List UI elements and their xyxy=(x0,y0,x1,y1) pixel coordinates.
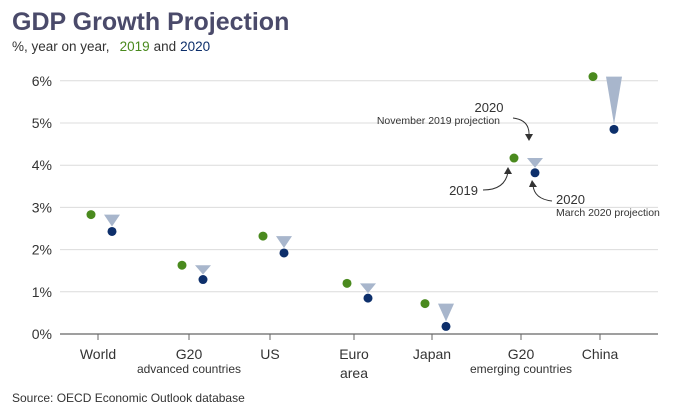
point-2020 xyxy=(609,124,619,134)
projection-change-wedge xyxy=(527,158,543,168)
annotation-top-label: 2020 xyxy=(475,100,504,115)
x-category-sublabel: emerging countries xyxy=(470,362,572,376)
y-tick-label: 0% xyxy=(32,326,52,342)
x-category-label: US xyxy=(260,346,279,362)
projection-change-wedge xyxy=(104,214,120,227)
subtitle-joiner: and xyxy=(154,39,177,54)
projection-change-wedge xyxy=(195,265,211,275)
x-category-label: G20 xyxy=(508,346,535,362)
x-category-label: G20 xyxy=(176,346,203,362)
projection-change-wedge xyxy=(606,76,622,125)
point-2019 xyxy=(588,72,598,82)
point-2020 xyxy=(363,293,373,303)
annotation-top-arrow xyxy=(512,117,530,137)
y-tick-label: 6% xyxy=(32,73,52,89)
chart-title: GDP Growth Projection xyxy=(12,8,289,36)
annotation-left-arrowhead xyxy=(504,167,512,174)
point-2020 xyxy=(530,168,540,178)
projection-change-wedge xyxy=(360,283,376,294)
annotation-left-label: 2019 xyxy=(449,183,478,198)
y-tick-label: 4% xyxy=(32,157,52,173)
annotation-right-arrow xyxy=(532,184,553,202)
projection-change-wedge xyxy=(438,303,454,322)
y-axis-ticks: 0% 1% 2% 3% 4% 5% 6% xyxy=(32,73,52,342)
annotation-right-label: 2020 xyxy=(556,192,585,207)
x-category-sublabel: area xyxy=(340,365,368,381)
point-2019 xyxy=(177,260,187,270)
grid-lines xyxy=(60,80,658,335)
point-2019 xyxy=(509,153,519,163)
point-2020 xyxy=(107,226,117,236)
point-2020 xyxy=(279,248,289,258)
annotations: 2020 November 2019 projection 2019 2020 … xyxy=(377,100,660,219)
point-2019 xyxy=(420,299,430,309)
subtitle-prefix: %, year on year, xyxy=(12,39,110,54)
point-2019 xyxy=(86,210,96,220)
y-tick-label: 2% xyxy=(32,242,52,258)
point-2019 xyxy=(342,278,352,288)
subtitle-series-2020: 2020 xyxy=(180,39,210,54)
y-tick-label: 3% xyxy=(32,199,52,215)
x-category-label: Japan xyxy=(413,346,451,362)
x-category-label: China xyxy=(582,346,619,362)
point-2020 xyxy=(441,321,451,331)
x-category-label: World xyxy=(80,346,116,362)
annotation-right-arrowhead xyxy=(529,180,537,187)
point-2019 xyxy=(258,231,268,241)
annotation-top-sub: November 2019 projection xyxy=(377,115,500,127)
chart-source: Source: OECD Economic Outlook database xyxy=(12,391,245,405)
x-category-label: Euro xyxy=(339,346,369,362)
chart-subtitle: %, year on year, 2019 and 2020 xyxy=(12,39,210,54)
annotation-right-sub: March 2020 projection xyxy=(556,207,660,219)
y-tick-label: 5% xyxy=(32,115,52,131)
point-2020 xyxy=(198,275,208,285)
annotation-top-arrowhead xyxy=(525,134,533,141)
x-category-sublabel: advanced countries xyxy=(137,362,241,376)
annotation-left-arrow xyxy=(482,171,509,191)
projection-change-wedge xyxy=(276,236,292,248)
subtitle-series-2019: 2019 xyxy=(120,39,150,54)
y-tick-label: 1% xyxy=(32,284,52,300)
data-marks xyxy=(86,72,622,331)
